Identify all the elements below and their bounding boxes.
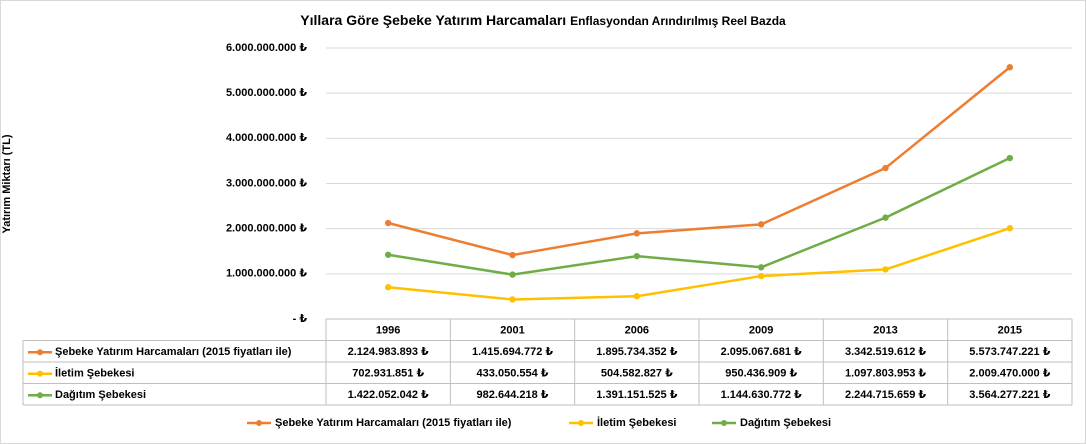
table-legend-marker xyxy=(37,370,43,377)
data-point xyxy=(757,272,765,280)
data-point xyxy=(633,252,641,260)
table-value: 2.244.715.659 ₺ xyxy=(845,389,926,401)
table-value: 1.422.052.042 ₺ xyxy=(348,389,429,401)
legend-entry: Dağıtım Şebekesi xyxy=(740,417,831,429)
table-value: 433.050.554 ₺ xyxy=(477,368,549,380)
x-category-label: 2001 xyxy=(500,325,524,337)
table-legend-marker xyxy=(37,349,43,356)
table-value: 702.931.851 ₺ xyxy=(352,368,424,380)
data-point xyxy=(882,214,889,221)
legend-marker xyxy=(578,420,584,426)
data-point xyxy=(509,296,516,303)
y-tick-label: 4.000.000.000 ₺ xyxy=(226,132,307,144)
y-tick-label: 5.000.000.000 ₺ xyxy=(226,87,307,99)
legend-entry: Şebeke Yatırım Harcamaları (2015 fiyatla… xyxy=(275,417,512,429)
table-value: 1.097.803.953 ₺ xyxy=(845,368,926,380)
table-value: 2.009.470.000 ₺ xyxy=(969,368,1050,380)
data-point xyxy=(1006,64,1014,71)
series-line xyxy=(387,156,1011,276)
table-value: 504.582.827 ₺ xyxy=(601,368,673,380)
data-point xyxy=(882,164,889,172)
x-category-label: 1996 xyxy=(376,325,400,337)
table-series-name: İletim Şebekesi xyxy=(55,367,135,380)
table-series-name: Şebeke Yatırım Harcamaları (2015 fiyatla… xyxy=(55,346,292,358)
table-value: 1.415.694.772 ₺ xyxy=(472,346,553,358)
x-category-label: 2006 xyxy=(625,325,649,337)
data-point xyxy=(384,284,392,291)
data-point xyxy=(757,264,765,271)
table-value: 2.124.983.893 ₺ xyxy=(348,346,429,358)
data-point xyxy=(633,230,641,237)
chart-title-block: Yıllara Göre Şebeke Yatırım Harcamaları … xyxy=(1,12,1085,28)
table-legend-marker xyxy=(37,392,43,399)
chart-title: Yıllara Göre Şebeke Yatırım Harcamaları xyxy=(300,12,567,28)
data-point xyxy=(1006,154,1014,162)
legend-marker xyxy=(256,420,262,426)
data-point xyxy=(384,251,392,258)
table-value: 1.391.151.525 ₺ xyxy=(596,389,677,401)
x-category-label: 2009 xyxy=(749,325,773,337)
table-value: 5.573.747.221 ₺ xyxy=(969,346,1050,358)
table-series-name: Dağıtım Şebekesi xyxy=(55,389,146,401)
legend-entry: İletim Şebekesi xyxy=(597,416,677,429)
table-value: 982.644.218 ₺ xyxy=(477,389,549,401)
data-point xyxy=(384,219,392,227)
x-category-label: 2013 xyxy=(873,325,897,337)
data-point xyxy=(757,221,765,228)
data-point xyxy=(509,251,516,259)
data-point xyxy=(509,271,516,278)
data-point xyxy=(882,266,889,273)
table-value: 950.436.909 ₺ xyxy=(725,368,797,380)
table-value: 1.895.734.352 ₺ xyxy=(596,346,677,358)
legend-marker xyxy=(721,420,727,426)
chart-subtitle: Enflasyondan Arındırılmış Reel Bazda xyxy=(570,14,786,28)
y-tick-label: 2.000.000.000 ₺ xyxy=(226,223,307,235)
data-point xyxy=(633,293,641,300)
y-tick-label: - ₺ xyxy=(293,313,308,325)
y-tick-label: 3.000.000.000 ₺ xyxy=(226,177,307,189)
y-tick-label: 6.000.000.000 ₺ xyxy=(226,42,307,54)
series-line xyxy=(387,66,1011,257)
table-value: 3.342.519.612 ₺ xyxy=(845,346,926,358)
y-tick-label: 1.000.000.000 ₺ xyxy=(226,268,307,280)
table-value: 1.144.630.772 ₺ xyxy=(721,389,802,401)
series-line xyxy=(388,227,1011,301)
table-value: 3.564.277.221 ₺ xyxy=(969,389,1050,401)
table-value: 2.095.067.681 ₺ xyxy=(721,346,802,358)
data-point xyxy=(1006,225,1014,232)
x-category-label: 2015 xyxy=(998,325,1022,337)
